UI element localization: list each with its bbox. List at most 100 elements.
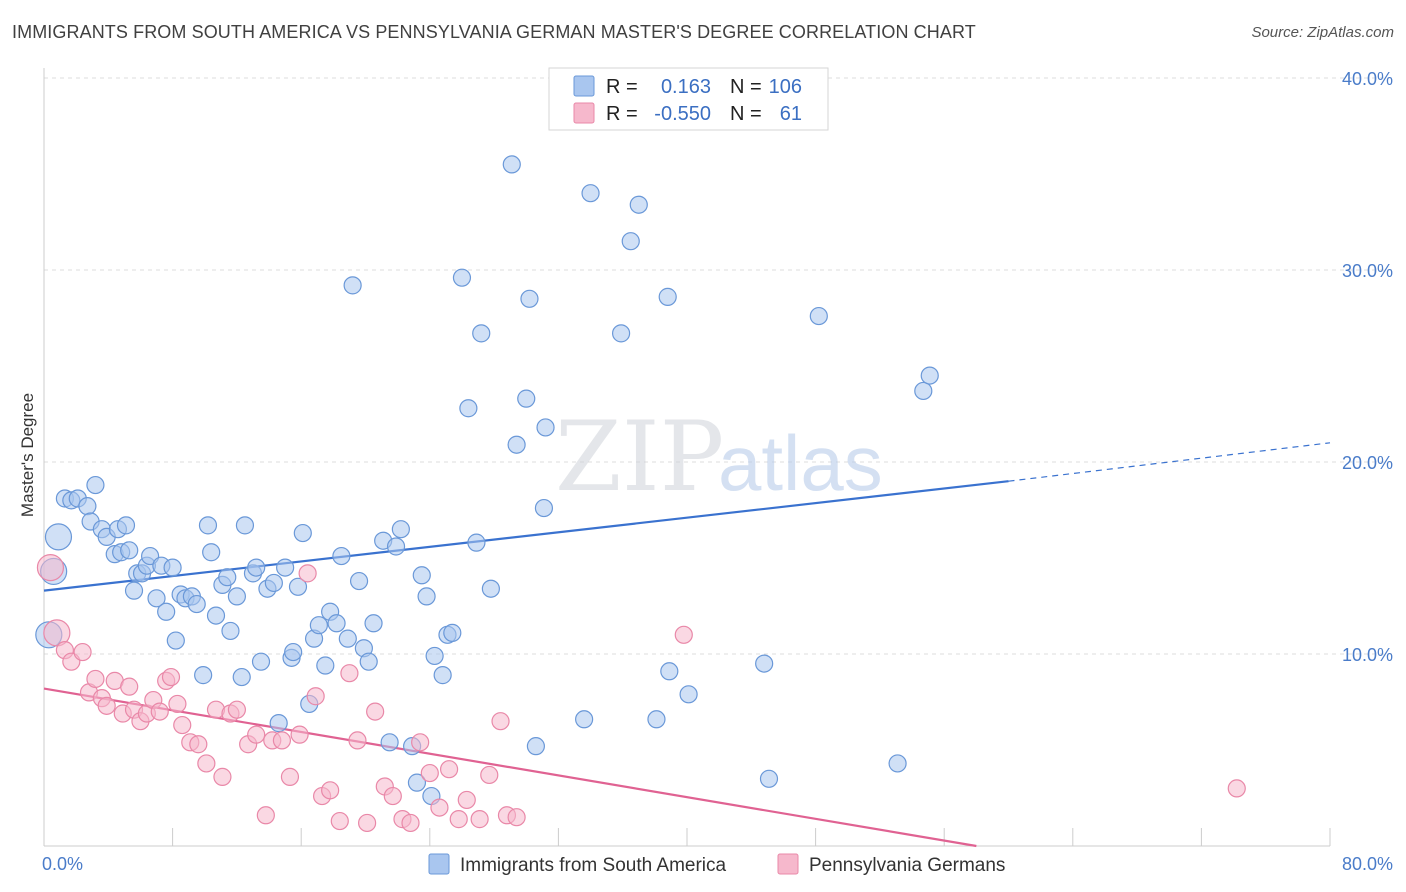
point-immigrants xyxy=(198,516,218,535)
point-immigrants xyxy=(235,516,255,535)
y-tick-label: 10.0% xyxy=(1342,645,1393,665)
point-immigrants xyxy=(221,621,240,641)
point-immigrants xyxy=(124,581,144,600)
point-pennsylvania xyxy=(348,731,367,750)
point-pennsylvania xyxy=(366,702,385,721)
point-immigrants xyxy=(407,773,427,792)
point-pennsylvania xyxy=(470,810,489,829)
point-immigrants xyxy=(44,523,73,551)
axes xyxy=(43,68,1331,847)
point-pennsylvania xyxy=(86,669,105,689)
point-pennsylvania xyxy=(430,798,449,817)
point-immigrants xyxy=(629,195,648,214)
point-pennsylvania xyxy=(439,760,459,779)
point-immigrants xyxy=(364,614,383,633)
point-immigrants xyxy=(581,184,600,203)
legend-frame xyxy=(548,67,829,131)
point-immigrants xyxy=(507,435,526,454)
trend-line-immigrants xyxy=(43,480,1009,592)
y-axis-title: Master's Degree xyxy=(18,393,37,517)
point-immigrants xyxy=(520,289,539,308)
point-immigrants xyxy=(534,498,554,518)
point-immigrants xyxy=(202,543,221,562)
point-immigrants xyxy=(443,623,462,642)
point-pennsylvania xyxy=(120,677,139,696)
legend-r-value-pink: -0.550 xyxy=(654,103,711,125)
point-immigrants xyxy=(332,546,351,566)
point-immigrants xyxy=(157,602,176,621)
point-immigrants xyxy=(809,306,828,326)
point-immigrants xyxy=(78,497,97,516)
point-pennsylvania xyxy=(411,733,430,752)
point-pennsylvania xyxy=(383,786,402,806)
point-immigrants xyxy=(264,573,283,593)
point-immigrants xyxy=(232,667,251,687)
y-tick-label: 20.0% xyxy=(1342,453,1393,473)
point-pennsylvania xyxy=(449,810,468,829)
point-pennsylvania xyxy=(43,619,71,647)
point-pennsylvania xyxy=(36,553,65,582)
x-tick-label: 0.0% xyxy=(42,854,83,874)
legend-r-label: R = xyxy=(606,103,638,125)
point-pennsylvania xyxy=(247,725,266,744)
legend-swatch-pink xyxy=(573,102,595,124)
point-immigrants xyxy=(472,324,491,343)
point-pennsylvania xyxy=(197,754,216,773)
trend-line-immigrants-extension xyxy=(1008,442,1331,482)
bottom-legend-swatch-blue xyxy=(428,853,450,875)
bottom-legend-label-pink: Pennsylvania Germans xyxy=(809,855,1005,876)
point-immigrants xyxy=(343,276,362,295)
point-pennsylvania xyxy=(340,664,359,683)
point-immigrants xyxy=(417,587,436,606)
point-pennsylvania xyxy=(97,696,116,715)
point-pennsylvania xyxy=(401,813,420,833)
point-immigrants xyxy=(227,587,246,606)
y-tick-labels: 10.0% 20.0% 30.0% 40.0% xyxy=(1342,69,1393,665)
point-pennsylvania xyxy=(457,790,476,810)
bottom-legend-label-blue: Immigrants from South America xyxy=(460,855,727,876)
point-immigrants xyxy=(536,418,555,437)
point-immigrants xyxy=(309,616,328,635)
watermark: ZIP atlas xyxy=(555,401,883,513)
source-credit: Source: ZipAtlas.com xyxy=(1251,24,1394,41)
point-immigrants xyxy=(412,566,431,585)
point-pennsylvania xyxy=(420,763,439,783)
trend-line-pennsylvania xyxy=(43,687,977,848)
legend-r-label: R = xyxy=(606,76,638,98)
point-pennsylvania xyxy=(298,564,317,583)
point-immigrants xyxy=(502,155,521,174)
point-pennsylvania xyxy=(150,702,169,721)
point-pennsylvania xyxy=(358,813,377,833)
point-immigrants xyxy=(206,606,226,625)
point-immigrants xyxy=(759,769,779,788)
point-immigrants xyxy=(86,475,105,495)
bottom-legend: Immigrants from South America Pennsylvan… xyxy=(428,853,1005,876)
point-immigrants xyxy=(433,666,452,685)
point-immigrants xyxy=(425,646,444,666)
point-immigrants xyxy=(166,631,185,650)
point-immigrants xyxy=(517,389,536,408)
point-pennsylvania xyxy=(280,767,300,786)
point-immigrants xyxy=(116,516,136,535)
point-immigrants xyxy=(269,714,288,733)
point-immigrants xyxy=(284,642,303,662)
legend-r-value-blue: 0.163 xyxy=(661,76,711,98)
point-immigrants xyxy=(452,268,472,287)
point-immigrants xyxy=(276,558,295,577)
point-immigrants xyxy=(293,523,312,543)
point-pennsylvania xyxy=(73,642,92,662)
point-pennsylvania xyxy=(272,731,292,750)
trend-lines xyxy=(43,442,1331,848)
point-immigrants xyxy=(218,568,237,587)
point-immigrants xyxy=(247,558,266,577)
point-pennsylvania xyxy=(480,765,499,785)
watermark-atlas: atlas xyxy=(718,419,883,507)
point-immigrants xyxy=(575,710,594,729)
x-tick-labels: 0.0% 80.0% xyxy=(42,854,1393,874)
point-immigrants xyxy=(391,520,410,539)
legend-swatch-blue xyxy=(573,75,595,97)
point-immigrants xyxy=(380,733,399,752)
legend-n-value-pink: 61 xyxy=(780,103,802,125)
point-pennsylvania xyxy=(256,806,275,825)
